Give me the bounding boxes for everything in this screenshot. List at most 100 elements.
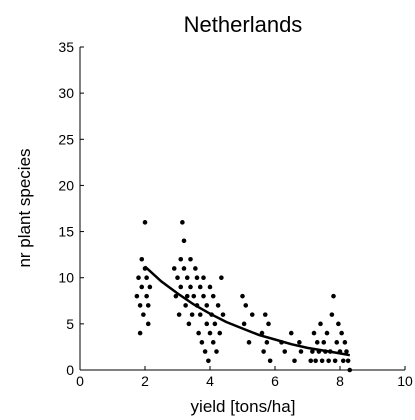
data-point	[345, 358, 351, 364]
data-point	[210, 340, 216, 345]
data-point	[266, 321, 271, 327]
data-point	[298, 349, 304, 354]
data-point	[240, 293, 245, 299]
data-point	[318, 321, 323, 327]
y-tick-label: 20	[58, 177, 74, 193]
data-point	[314, 340, 320, 345]
x-ticks: 0 2 4 6 8 10	[76, 366, 413, 389]
data-point	[134, 293, 140, 299]
data-point	[324, 330, 330, 336]
data-point	[210, 293, 216, 299]
data-point	[313, 358, 318, 364]
data-point	[331, 293, 336, 299]
data-point	[142, 220, 148, 225]
data-point	[206, 358, 211, 364]
data-point	[201, 275, 206, 281]
data-point	[311, 330, 317, 336]
data-point	[246, 340, 252, 345]
data-point	[175, 275, 180, 281]
data-point	[297, 340, 302, 345]
data-point	[189, 312, 195, 317]
data-point	[217, 330, 223, 336]
data-point	[197, 312, 203, 317]
data-point	[193, 266, 198, 271]
chart-title: Netherlands	[184, 12, 303, 37]
data-point	[329, 312, 335, 317]
data-point	[137, 330, 143, 336]
data-point	[261, 349, 266, 354]
data-point	[344, 349, 349, 354]
data-point	[147, 284, 153, 290]
data-point	[145, 303, 151, 308]
data-point	[204, 303, 210, 308]
fit-curve	[144, 265, 351, 357]
data-point	[188, 256, 193, 262]
data-point	[347, 367, 353, 373]
data-point	[202, 349, 208, 354]
data-point	[321, 340, 327, 345]
data-point	[310, 349, 315, 354]
y-tick-label: 35	[58, 39, 74, 55]
data-point	[199, 340, 205, 345]
x-axis-label: yield [tons/ha]	[191, 397, 296, 416]
data-point	[342, 340, 348, 345]
data-point	[214, 349, 219, 354]
data-point	[181, 238, 187, 244]
data-point	[194, 275, 200, 281]
data-point	[144, 275, 149, 281]
y-tick-label: 30	[58, 85, 74, 101]
y-axis: 0 5 10 15 20 25 30 35	[58, 39, 84, 378]
data-point	[336, 321, 341, 327]
data-point	[267, 358, 273, 364]
data-point	[173, 293, 179, 299]
data-point	[180, 220, 185, 225]
x-tick-label: 4	[206, 373, 214, 389]
data-point	[262, 312, 268, 317]
y-tick-label: 10	[58, 270, 74, 286]
data-point	[191, 293, 197, 299]
x-tick-label: 2	[141, 373, 149, 389]
data-point	[264, 340, 270, 345]
y-tick-label: 15	[58, 224, 74, 240]
data-point	[292, 358, 297, 364]
data-point	[178, 284, 184, 290]
data-point	[201, 293, 206, 299]
data-point	[186, 321, 192, 327]
x-tick-label: 0	[76, 373, 84, 389]
data-point	[184, 293, 190, 299]
data-point	[308, 358, 314, 364]
data-point	[288, 330, 294, 336]
data-point	[207, 330, 213, 336]
data-point	[215, 303, 221, 308]
data-point	[196, 330, 201, 336]
data-point	[139, 284, 145, 290]
data-point	[188, 284, 193, 290]
y-tick-label: 25	[58, 131, 74, 147]
data-point	[249, 312, 255, 317]
y-ticks: 0 5 10 15 20 25 30 35	[58, 39, 84, 378]
data-point	[178, 256, 184, 262]
data-point	[171, 266, 177, 271]
data-point	[334, 340, 340, 345]
data-point	[243, 303, 249, 308]
data-point	[241, 321, 247, 327]
data-point	[282, 349, 288, 354]
data-point	[139, 256, 145, 262]
data-point	[207, 284, 213, 290]
data-point	[145, 321, 151, 327]
data-point	[339, 330, 344, 336]
data-point	[219, 275, 224, 281]
data-point	[197, 284, 203, 290]
y-axis-label: nr plant species	[15, 148, 34, 267]
x-tick-label: 8	[336, 373, 344, 389]
data-point	[141, 312, 146, 317]
x-tick-label: 10	[397, 373, 413, 389]
data-point	[136, 275, 141, 281]
y-tick-label: 0	[66, 362, 74, 378]
data-point	[181, 266, 187, 271]
data-point	[183, 303, 188, 308]
y-tick-label: 5	[66, 316, 74, 332]
data-point	[220, 312, 226, 317]
data-point	[319, 358, 325, 364]
